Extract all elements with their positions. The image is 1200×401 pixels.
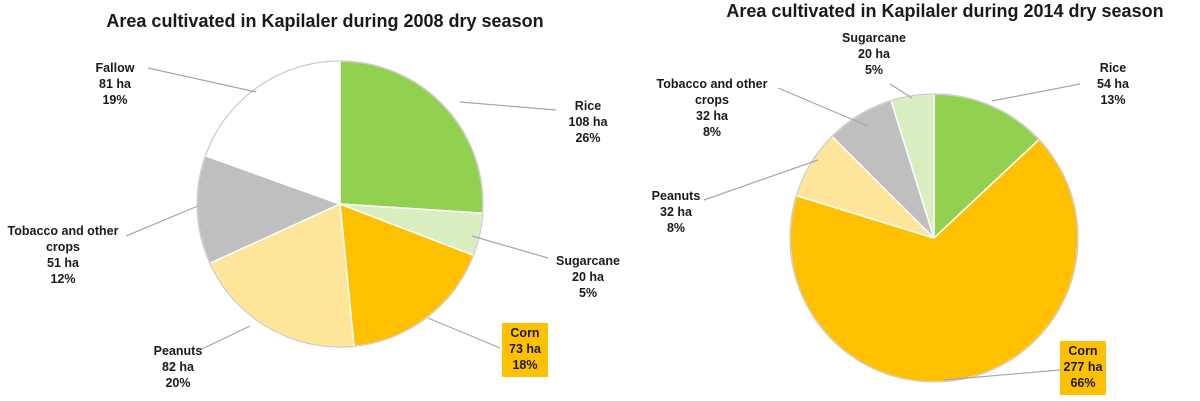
data-label-line: Peanuts — [154, 344, 203, 358]
leader-line-tobacco-and-other-crops — [777, 87, 869, 127]
leader-line-fallow — [147, 67, 257, 93]
data-label-line: 12% — [50, 272, 75, 286]
leader-line-corn — [943, 369, 1061, 381]
data-label-line: 54 ha — [1097, 77, 1130, 91]
data-label-rice: Rice 54 ha 13% — [1097, 61, 1130, 107]
data-label-line: 20 ha — [572, 270, 605, 284]
data-label-line: 26% — [575, 131, 600, 145]
data-label-peanuts: Peanuts 32 ha 8% — [652, 189, 701, 235]
data-label-line: 20% — [165, 376, 190, 390]
data-label-line: 51 ha — [47, 256, 80, 270]
data-label-line: 32 ha — [660, 205, 693, 219]
pie-2008: Rice 108 ha 26% Sugarcane 20 ha 5% Corn 73 ha 18… — [8, 60, 620, 390]
leader-line-tobacco-and-other-crops — [125, 205, 199, 237]
leader-line-rice — [459, 101, 557, 111]
data-label-peanuts: Peanuts 82 ha 20% — [154, 344, 203, 390]
data-label-line: crops — [695, 93, 729, 107]
data-label-line: 108 ha — [569, 115, 609, 129]
data-label-line: 73 ha — [509, 342, 542, 356]
data-label-line: 13% — [1100, 93, 1125, 107]
leader-line-sugarcane — [471, 235, 549, 259]
data-label-rice: Rice 108 ha 26% — [569, 99, 609, 145]
data-label-sugarcane: Sugarcane 20 ha 5% — [842, 31, 906, 77]
data-label-line: 20 ha — [858, 47, 891, 61]
data-label-line: Sugarcane — [842, 31, 906, 45]
leader-line-rice — [991, 83, 1081, 102]
data-label-line: 81 ha — [99, 77, 132, 91]
data-label-corn: Corn 73 ha 18% — [509, 326, 542, 372]
data-label-line: 66% — [1070, 376, 1095, 390]
data-label-line: Rice — [575, 99, 601, 113]
chart-title-2008: Area cultivated in Kapilaler during 2008… — [106, 11, 543, 31]
data-label-line: 277 ha — [1064, 360, 1104, 374]
data-label-line: Peanuts — [652, 189, 701, 203]
data-label-line: Corn — [510, 326, 539, 340]
data-label-line: 8% — [703, 125, 721, 139]
data-label-corn: Corn 277 ha 66% — [1064, 344, 1104, 390]
data-label-line: 82 ha — [162, 360, 195, 374]
data-label-line: crops — [46, 240, 80, 254]
leader-line-corn — [427, 317, 501, 349]
leader-line-peanuts — [199, 325, 251, 351]
pie-outline — [196, 60, 484, 348]
data-label-line: Rice — [1100, 61, 1126, 75]
data-label-line: Tobacco and other — [8, 224, 119, 238]
label-highlight-box — [502, 323, 548, 377]
leader-line-sugarcane — [889, 83, 913, 99]
data-label-sugarcane: Sugarcane 20 ha 5% — [556, 254, 620, 300]
leader-line-peanuts — [703, 159, 819, 201]
pie-slice-rice — [339, 60, 484, 214]
data-label-line: Sugarcane — [556, 254, 620, 268]
data-label-line: 18% — [512, 358, 537, 372]
data-label-fallow: Fallow 81 ha 19% — [96, 61, 135, 107]
chart-title-2014: Area cultivated in Kapilaler during 2014… — [726, 1, 1163, 21]
data-label-line: 32 ha — [696, 109, 729, 123]
data-label-line: 19% — [102, 93, 127, 107]
data-label-line: Tobacco and other — [657, 77, 768, 91]
pie-2014: Rice 54 ha 13%Corn 277 ha 66%Peanuts 32 ha 8%T… — [652, 31, 1130, 395]
label-highlight-box — [1060, 341, 1106, 395]
data-label-line: 5% — [865, 63, 883, 77]
data-label-line: 5% — [579, 286, 597, 300]
data-label-line: Corn — [1068, 344, 1097, 358]
data-label-tobacco-and-other-crops: Tobacco and other crops 32 ha 8% — [657, 77, 768, 139]
pie-outline — [789, 93, 1079, 383]
data-label-line: Fallow — [96, 61, 135, 75]
data-label-line: 8% — [667, 221, 685, 235]
data-label-tobacco-and-other-crops: Tobacco and other crops 51 ha 12% — [8, 224, 119, 286]
